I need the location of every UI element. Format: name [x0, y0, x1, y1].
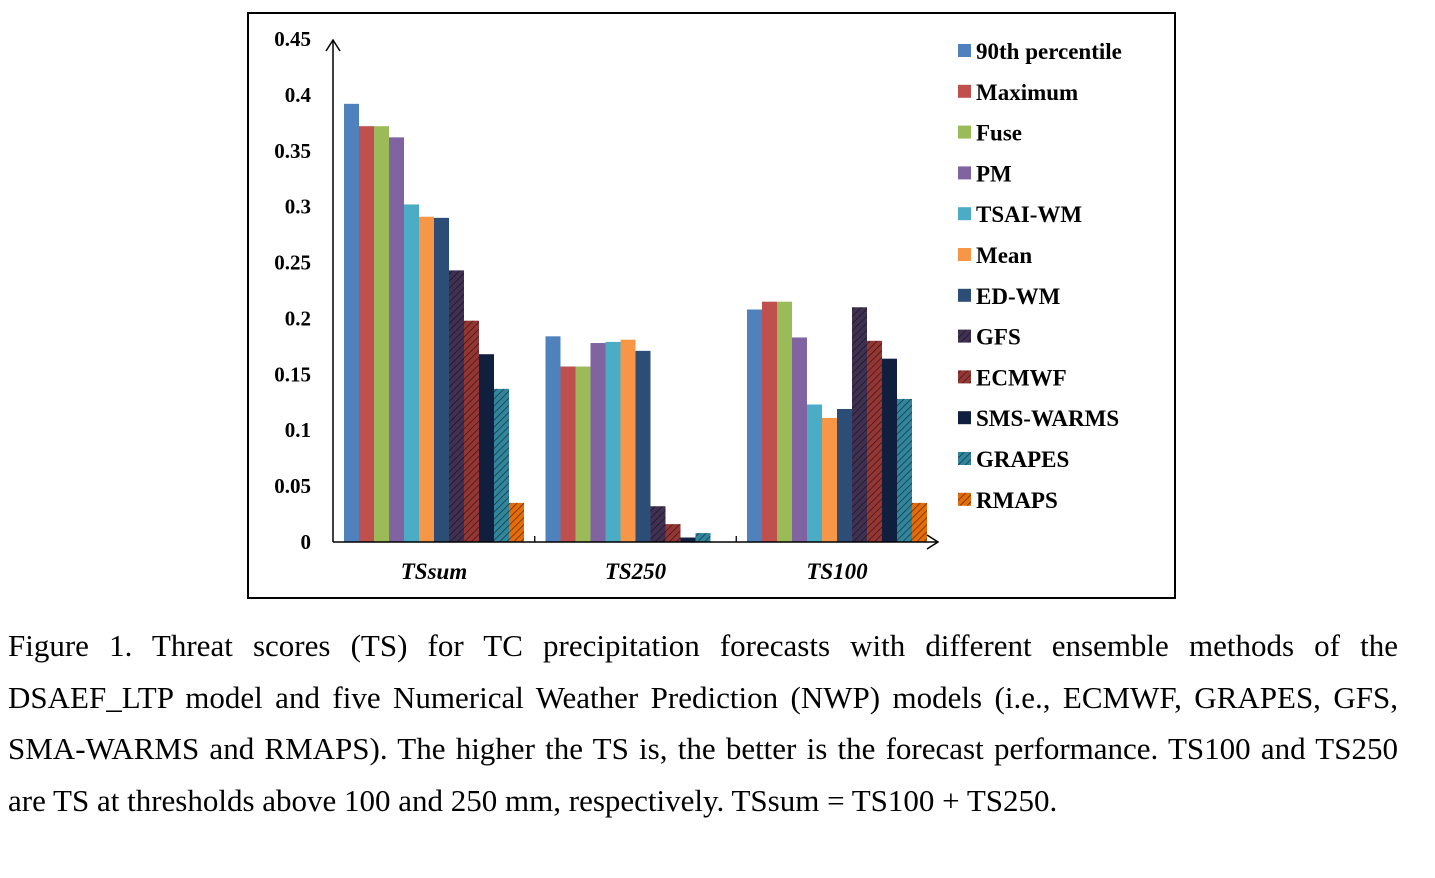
- bar-TSsum-grapes: [494, 388, 509, 542]
- x-axis-arrow: [926, 534, 940, 550]
- legend-label: GRAPES: [976, 447, 1069, 472]
- y-tick-label: 0.35: [274, 139, 311, 163]
- y-tick-label: 0.25: [274, 251, 311, 275]
- bar-TS250-fuse: [575, 366, 591, 542]
- y-tick-label: 0.1: [285, 418, 311, 442]
- bar-TS100-tsai-wm: [807, 404, 822, 542]
- bar-TS250-ecmwf: [665, 524, 681, 542]
- bar-TS250-grapes: [695, 533, 711, 542]
- y-tick-labels: 0 0.05 0.1 0.15 0.2 0.25 0.3 0.35 0.4 0.45: [274, 27, 311, 554]
- bar-TS100-gfs: [852, 307, 867, 542]
- y-tick-label: 0.05: [274, 474, 311, 498]
- bar-TS250-ed-wm: [635, 350, 651, 542]
- bar-group-TS250: [545, 336, 711, 542]
- legend-swatch: [958, 411, 971, 425]
- bar-TS250-mean: [620, 339, 636, 542]
- legend-swatch: [958, 125, 971, 139]
- bar-TSsum-rmaps: [509, 502, 524, 542]
- y-tick-label: 0.3: [285, 195, 311, 219]
- legend-item: RMAPS: [958, 488, 1058, 513]
- bar-group-TS100: [747, 301, 927, 542]
- legend-swatch: [958, 44, 971, 57]
- legend-swatch: [958, 329, 971, 343]
- bar-TS100-mean: [822, 417, 837, 542]
- legend-swatch: [958, 207, 971, 221]
- bar-TSsum-ed-wm: [434, 217, 449, 542]
- y-tick-label: 0.15: [274, 362, 311, 386]
- bar-TSsum-tsai-wm: [404, 204, 419, 543]
- chart-frame: 0 0.05 0.1 0.15 0.2 0.25 0.3 0.35 0.4 0.45 TSsum T…: [247, 12, 1176, 599]
- bar-TS100-ecmwf: [867, 340, 882, 542]
- legend-swatch: [958, 492, 971, 506]
- legend-item: PM: [958, 161, 1012, 186]
- legend-item: Maximum: [958, 80, 1078, 105]
- y-axis-arrow: [325, 38, 341, 52]
- bar-TS100-sms-warms: [882, 358, 897, 542]
- legend-label: RMAPS: [976, 488, 1058, 513]
- y-tick-label: 0: [301, 530, 312, 554]
- legend-item: SMS-WARMS: [958, 406, 1119, 431]
- bar-group-TSsum: [344, 103, 524, 543]
- bar-TSsum-pm: [389, 137, 404, 542]
- legend-swatch: [958, 84, 971, 98]
- axes-layer: [325, 38, 940, 550]
- bar-TSsum-maximum: [359, 126, 374, 542]
- bar-TS100-rmaps: [912, 502, 927, 542]
- y-tick-label: 0.2: [285, 306, 311, 330]
- bar-TS100-90th-percentile: [747, 309, 762, 542]
- legend-label: Maximum: [976, 80, 1078, 105]
- bar-TS250-tsai-wm: [605, 341, 621, 542]
- bar-TS250-sms-warms: [680, 537, 696, 542]
- legend-label: ED-WM: [976, 284, 1061, 309]
- x-tick-label-TS100: TS100: [806, 559, 868, 584]
- bar-TSsum-gfs: [449, 270, 464, 542]
- bar-TSsum-sms-warms: [479, 354, 494, 542]
- bar-TSsum-ecmwf: [464, 320, 479, 542]
- bar-TS250-90th-percentile: [545, 336, 561, 542]
- legend-item: Fuse: [958, 121, 1022, 146]
- bars-layer: [344, 103, 927, 543]
- bar-TS250-pm: [590, 343, 606, 542]
- legend-swatch: [958, 248, 971, 261]
- x-tick-label-TSsum: TSsum: [401, 559, 467, 584]
- y-tick-label: 0.45: [274, 27, 311, 51]
- bar-TS100-grapes: [897, 398, 912, 542]
- legend-item: ED-WM: [958, 284, 1061, 309]
- legend: 90th percentile Maximum Fuse PM TSAI-WM Mean E…: [958, 39, 1122, 513]
- bar-TS100-maximum: [762, 301, 777, 542]
- legend-item: ECMWF: [958, 365, 1067, 390]
- figure-caption: Figure 1. Threat scores (TS) for TC prec…: [8, 628, 1398, 818]
- bar-TS100-pm: [792, 337, 807, 542]
- legend-swatch: [958, 288, 971, 302]
- bar-TSsum-mean: [419, 216, 434, 542]
- legend-label: 90th percentile: [976, 39, 1122, 64]
- bar-TS250-gfs: [650, 506, 666, 542]
- x-tick-labels: TSsum TS250 TS100: [401, 559, 868, 584]
- legend-swatch: [958, 370, 971, 384]
- legend-swatch: [958, 166, 971, 180]
- legend-label: SMS-WARMS: [976, 406, 1119, 431]
- legend-item: 90th percentile: [958, 39, 1122, 64]
- legend-label: Mean: [976, 243, 1032, 268]
- y-tick-label: 0.4: [285, 83, 312, 107]
- legend-item: Mean: [958, 243, 1032, 268]
- legend-label: GFS: [976, 325, 1021, 350]
- bar-TS100-ed-wm: [837, 408, 852, 542]
- legend-swatch: [958, 452, 971, 465]
- x-tick-label-TS250: TS250: [605, 559, 667, 584]
- bar-TS250-maximum: [560, 366, 576, 542]
- bar-TSsum-fuse: [374, 126, 389, 542]
- legend-label: ECMWF: [976, 365, 1067, 390]
- legend-label: PM: [976, 161, 1012, 186]
- legend-label: TSAI-WM: [976, 202, 1082, 227]
- legend-item: TSAI-WM: [958, 202, 1082, 227]
- bar-TSsum-90th-percentile: [344, 103, 359, 542]
- legend-item: GRAPES: [958, 447, 1069, 472]
- bar-chart: 00.050.10.150.20.250.30.350.40.45 TSsum T…: [274, 27, 1122, 584]
- legend-label: Fuse: [976, 121, 1022, 146]
- legend-item: GFS: [958, 325, 1021, 350]
- bar-TS100-fuse: [777, 301, 792, 542]
